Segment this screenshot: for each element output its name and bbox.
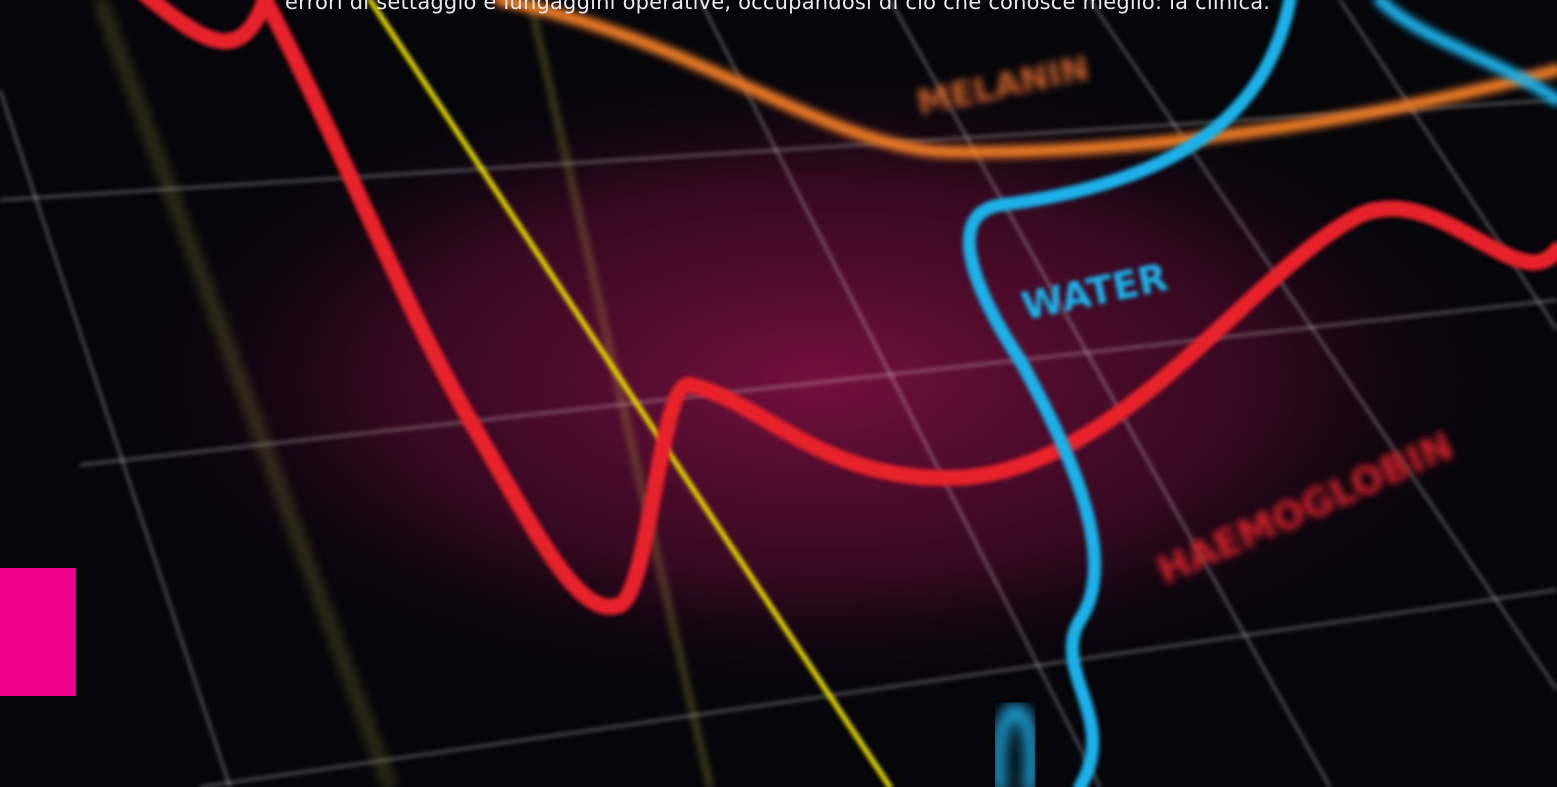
accent-block — [0, 568, 76, 696]
intro-text: errori di settaggio e lungaggini operati… — [285, 0, 1271, 14]
